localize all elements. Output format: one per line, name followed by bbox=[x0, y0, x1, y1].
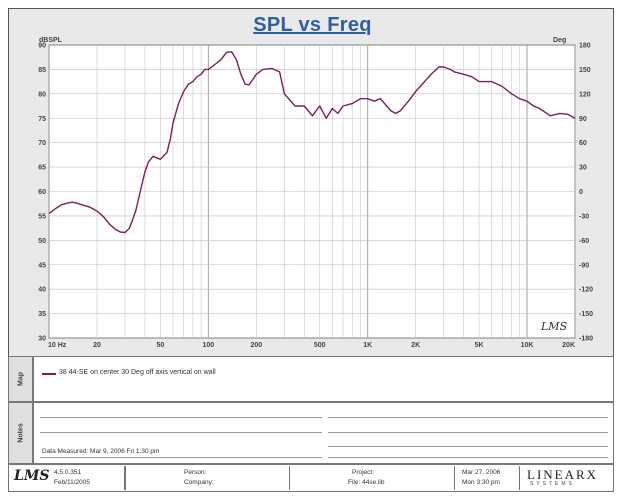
x-tick-label: 20K bbox=[562, 342, 575, 349]
y-tick-label-right: -120 bbox=[579, 287, 593, 294]
lms-watermark: LMS bbox=[540, 320, 568, 333]
x-tick-label: 100 bbox=[203, 342, 215, 349]
notes-tab-label: Notes bbox=[17, 423, 24, 443]
y-tick-label-left: 30 bbox=[38, 336, 46, 343]
grid-lines bbox=[48, 44, 576, 339]
note-line bbox=[40, 417, 322, 418]
legend-label: 38 44-SE on center 30 Deg off axis verti… bbox=[59, 369, 216, 376]
report-date: Mar 27, 2006 bbox=[462, 469, 501, 476]
y-axis-right-unit: Deg bbox=[553, 37, 567, 44]
x-tick-label: 5K bbox=[475, 342, 484, 349]
person-label: Person: bbox=[184, 469, 207, 476]
y-tick-label-right: 60 bbox=[579, 140, 587, 147]
y-tick-label-right: 120 bbox=[579, 91, 591, 98]
note-line bbox=[328, 446, 608, 447]
y-tick-label-right: -60 bbox=[579, 238, 589, 245]
legend-swatch bbox=[42, 373, 56, 375]
footer-date-cell: Mar 27, 2006 Mon 3:30 pm bbox=[455, 466, 520, 490]
x-tick-label: 200 bbox=[250, 342, 262, 349]
linearx-subtitle: SYSTEMS bbox=[530, 481, 575, 487]
project-label: Project: bbox=[352, 469, 375, 476]
map-tab-label: Map bbox=[17, 372, 24, 386]
y-tick-label-left: 90 bbox=[38, 43, 46, 50]
y-tick-label-right: 150 bbox=[579, 67, 591, 74]
footer-person-cell: Person: Company: bbox=[125, 466, 290, 490]
y-axis-left-unit: dBSPL bbox=[39, 37, 62, 44]
notes-tab: Notes bbox=[8, 402, 33, 464]
y-tick-label-left: 80 bbox=[38, 91, 46, 98]
x-tick-label: 500 bbox=[314, 342, 326, 349]
y-tick-label-right: -30 bbox=[579, 213, 589, 220]
note-line bbox=[328, 457, 608, 458]
x-tick-label: 1K bbox=[363, 342, 372, 349]
footer-bar bbox=[8, 464, 614, 492]
version-text: 4.5.0.351 bbox=[54, 469, 82, 476]
notes-panel bbox=[33, 402, 614, 464]
footer-version-cell: 4.5.0.351 Feb/11/2005 bbox=[50, 466, 125, 490]
y-tick-label-right: 180 bbox=[579, 43, 591, 50]
y-tick-label-left: 55 bbox=[38, 213, 46, 220]
linearx-logo: LINEARX bbox=[527, 467, 599, 482]
y-tick-label-right: 90 bbox=[579, 116, 587, 123]
y-tick-label-right: -150 bbox=[579, 311, 593, 318]
note-line bbox=[328, 432, 608, 433]
x-tick-label: 20 bbox=[93, 342, 101, 349]
company-label: Company: bbox=[184, 479, 214, 486]
y-tick-label-left: 35 bbox=[38, 311, 46, 318]
note-line bbox=[40, 432, 322, 433]
x-tick-label: 10 Hz bbox=[48, 342, 67, 349]
y-tick-label-right: 30 bbox=[579, 165, 587, 172]
lms-logo: LMS bbox=[14, 468, 50, 484]
report-time: Mon 3:30 pm bbox=[462, 479, 500, 486]
note-line bbox=[328, 417, 608, 418]
y-tick-label-left: 45 bbox=[38, 262, 46, 269]
file-label: File: 44se.lib bbox=[348, 479, 385, 486]
legend-panel bbox=[33, 356, 614, 402]
y-tick-label-left: 50 bbox=[38, 238, 46, 245]
version-date: Feb/11/2005 bbox=[54, 479, 91, 486]
series-group bbox=[48, 51, 576, 234]
y-tick-label-right: -90 bbox=[579, 262, 589, 269]
y-tick-label-left: 40 bbox=[38, 287, 46, 294]
x-tick-label: 10K bbox=[521, 342, 534, 349]
note-line bbox=[40, 457, 322, 458]
y-tick-label-left: 75 bbox=[38, 116, 46, 123]
y-tick-label-left: 85 bbox=[38, 67, 46, 74]
y-tick-label-left: 60 bbox=[38, 189, 46, 196]
map-tab: Map bbox=[8, 356, 33, 402]
x-tick-label: 50 bbox=[156, 342, 164, 349]
data-measured: Data Measured: Mar 9, 2006 Fri 1:30 pm bbox=[42, 448, 160, 455]
y-tick-label-right: -180 bbox=[579, 336, 593, 343]
x-tick-label: 2K bbox=[411, 342, 420, 349]
y-tick-label-left: 70 bbox=[38, 140, 46, 147]
tick-labels: 10 Hz 20 50 100 200 500 1K 2K 5K 10K 20K3035404550… bbox=[38, 43, 593, 350]
y-tick-label-right: 0 bbox=[579, 189, 583, 196]
y-tick-label-left: 65 bbox=[38, 165, 46, 172]
chart-title: SPL vs Freq bbox=[253, 14, 372, 36]
spl-curve bbox=[48, 51, 576, 234]
footer-project-cell: Project: File: 44se.lib bbox=[290, 466, 455, 490]
